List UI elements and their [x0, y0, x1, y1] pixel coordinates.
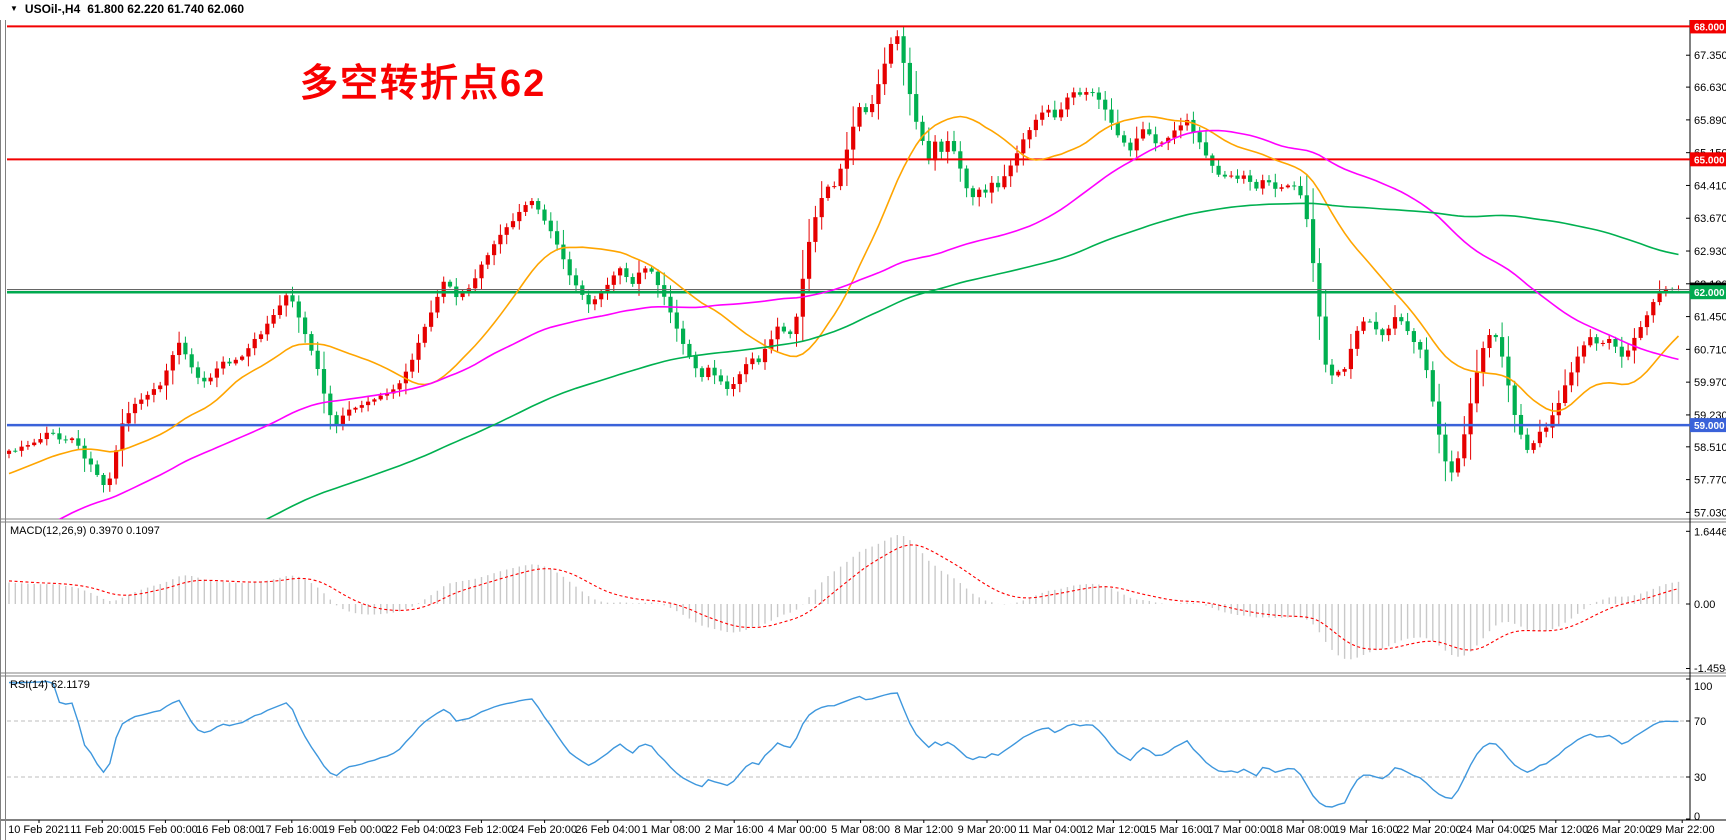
time-label-18: 15 Mar 16:00 [1144, 824, 1209, 836]
price-tag-68.000 [1690, 19, 1726, 34]
time-label-25: 26 Mar 20:00 [1587, 824, 1652, 836]
time-label-11: 2 Mar 16:00 [705, 824, 764, 836]
price-tag-59.000 [1690, 418, 1726, 433]
price-tick-64.410: 64.410 [1694, 180, 1726, 192]
price-tick-67.350: 67.350 [1694, 50, 1726, 62]
rsi-tick-100: 100 [1694, 681, 1712, 693]
rsi-axis: 100 70 30 0 [1686, 678, 1712, 823]
time-label-19: 17 Mar 00:00 [1207, 824, 1272, 836]
time-label-23: 24 Mar 04:00 [1460, 824, 1525, 836]
chart-title-bar: ▼ USOil-,H4 61.800 62.220 61.740 62.060 [0, 0, 1726, 20]
price-tick-59.970: 59.970 [1694, 377, 1726, 389]
rsi-indicator-label: RSI(14) 62.1179 [10, 679, 90, 691]
svg-text:65.000: 65.000 [1694, 155, 1725, 166]
symbol-dropdown-icon[interactable]: ▼ [10, 4, 18, 13]
price-tick-61.450: 61.450 [1694, 312, 1726, 324]
price-tick-57.770: 57.770 [1694, 475, 1726, 487]
rsi-level-lines [7, 720, 1690, 778]
time-label-16: 11 Mar 04:00 [1018, 824, 1082, 836]
time-label-21: 19 Mar 16:00 [1334, 824, 1399, 836]
svg-text:62.000: 62.000 [1694, 288, 1725, 299]
time-label-0: 10 Feb 2021 [8, 824, 70, 836]
chart-annotation-text: 多空转折点62 [300, 63, 547, 105]
time-label-5: 19 Feb 00:00 [323, 824, 388, 836]
time-label-14: 8 Mar 12:00 [894, 824, 953, 836]
time-label-26: 29 Mar 22:00 [1650, 824, 1715, 836]
ohlc-values-label: 61.800 62.220 61.740 62.060 [87, 2, 245, 16]
symbol-period-label: USOil-,H4 [24, 2, 81, 16]
macd-indicator-label: MACD(12,26,9) 0.3970 0.1097 [10, 525, 160, 537]
price-tick-65.890: 65.890 [1694, 115, 1726, 127]
rsi-tick-30: 30 [1694, 772, 1706, 784]
ma-fast-line [8, 115, 1680, 475]
time-label-20: 18 Mar 08:00 [1271, 824, 1336, 836]
horizontal-level-lines [7, 25, 1690, 427]
time-label-7: 23 Feb 12:00 [449, 824, 514, 836]
time-label-9: 26 Feb 04:00 [575, 824, 640, 836]
time-label-2: 15 Feb 00:00 [133, 824, 198, 836]
ma-slow-line [265, 202, 1679, 519]
time-label-1: 11 Feb 20:00 [70, 824, 134, 836]
time-label-24: 25 Mar 12:00 [1523, 824, 1588, 836]
price-tick-63.670: 63.670 [1694, 213, 1726, 225]
svg-text:59.000: 59.000 [1694, 421, 1725, 432]
rsi-line [8, 680, 1679, 808]
price-tick-58.510: 58.510 [1694, 442, 1726, 454]
price-tick-57.030: 57.030 [1694, 507, 1726, 519]
macd-tick-1.6446: 1.6446 [1694, 526, 1726, 538]
macd-axis: 1.6446 0.00 -1.4594 [1686, 526, 1726, 675]
time-label-13: 5 Mar 08:00 [831, 824, 890, 836]
rsi-tick-70: 70 [1694, 716, 1706, 728]
macd-tick--1.4594: -1.4594 [1694, 663, 1726, 675]
time-label-6: 22 Feb 04:00 [386, 824, 451, 836]
time-label-8: 24 Feb 20:00 [512, 824, 577, 836]
time-label-10: 1 Mar 08:00 [642, 824, 701, 836]
ma-mid-line [58, 129, 1679, 519]
time-label-4: 17 Feb 16:00 [259, 824, 324, 836]
macd-tick-0.00: 0.00 [1694, 599, 1715, 611]
price-tick-66.630: 66.630 [1694, 82, 1726, 94]
macd-histogram [8, 535, 1680, 660]
time-label-22: 22 Mar 20:00 [1397, 824, 1462, 836]
price-tag-62.000 [1690, 285, 1726, 300]
price-tick-60.710: 60.710 [1694, 344, 1726, 356]
time-label-15: 9 Mar 20:00 [958, 824, 1017, 836]
macd-signal-line [8, 544, 1679, 651]
price-tag-65.000 [1690, 152, 1726, 167]
candlestick-series [7, 25, 1681, 493]
svg-text:68.000: 68.000 [1694, 22, 1725, 33]
price-tick-62.930: 62.930 [1694, 246, 1726, 258]
time-label-3: 16 Feb 08:00 [196, 824, 261, 836]
time-label-17: 12 Mar 12:00 [1081, 824, 1146, 836]
rsi-tick-0: 0 [1694, 811, 1700, 823]
time-label-12: 4 Mar 00:00 [768, 824, 827, 836]
